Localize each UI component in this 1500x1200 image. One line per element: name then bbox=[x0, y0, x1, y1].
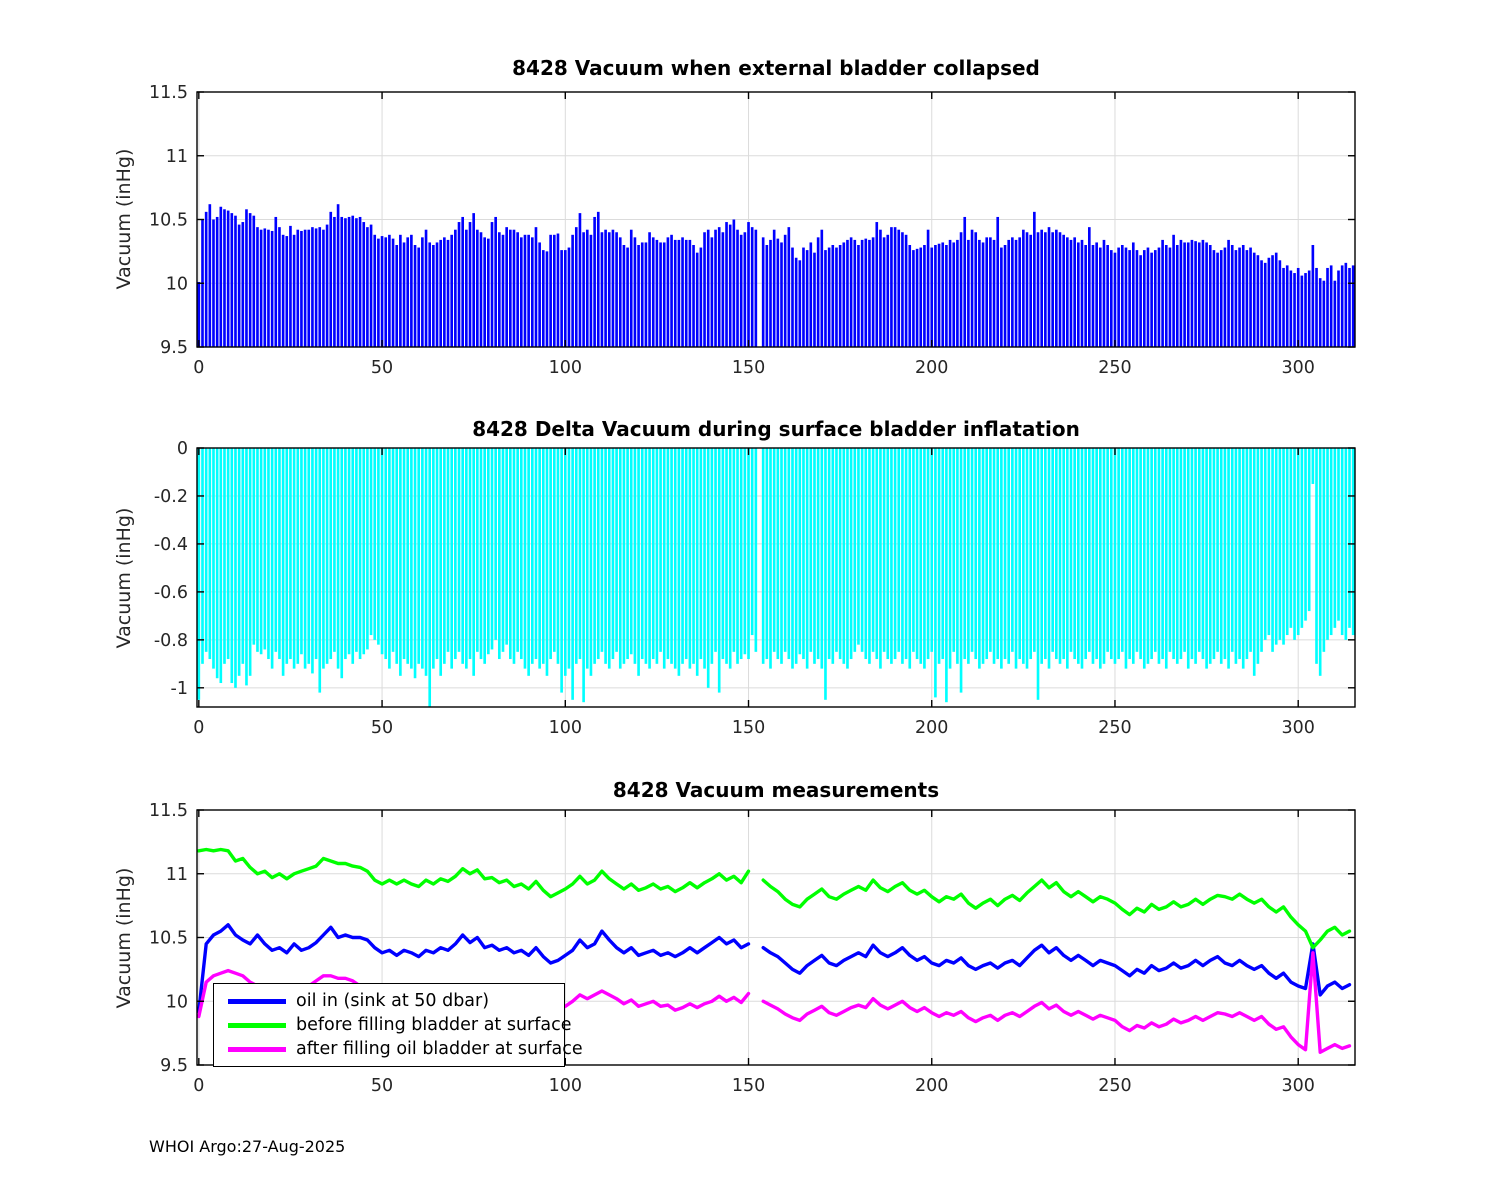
x-tick-label: 300 bbox=[1281, 1076, 1314, 1096]
y-tick-label: 9.5 bbox=[160, 1056, 188, 1076]
x-tick-label: 250 bbox=[1098, 1076, 1131, 1096]
x-tick-label: 200 bbox=[915, 358, 948, 378]
y-tick-label: -0.4 bbox=[154, 535, 188, 555]
y-tick-label: 11.5 bbox=[149, 83, 188, 103]
x-tick-label: 0 bbox=[193, 718, 204, 738]
x-tick-label: 200 bbox=[915, 718, 948, 738]
y-tick-label: 10 bbox=[166, 274, 188, 294]
axes-box bbox=[196, 447, 1356, 708]
plot1-ylabel: Vacuum (inHg) bbox=[113, 148, 135, 290]
y-tick-label: 11.5 bbox=[149, 801, 188, 821]
y-tick-label: -0.8 bbox=[154, 631, 188, 651]
x-tick-label: 300 bbox=[1281, 358, 1314, 378]
legend-label: oil in (sink at 50 dbar) bbox=[296, 991, 490, 1011]
plot2-title: 8428 Delta Vacuum during surface bladder… bbox=[472, 417, 1080, 441]
y-tick-label: -0.2 bbox=[154, 487, 188, 507]
legend-label: before filling bladder at surface bbox=[296, 1015, 572, 1035]
x-tick-label: 100 bbox=[549, 1076, 582, 1096]
x-tick-label: 150 bbox=[732, 718, 765, 738]
x-tick-label: 100 bbox=[549, 718, 582, 738]
bar-series bbox=[197, 448, 1355, 707]
y-tick-label: 10.5 bbox=[149, 211, 188, 231]
legend-line-green-icon bbox=[228, 1022, 286, 1028]
y-tick-label: 11 bbox=[166, 865, 188, 885]
plot-1: 0 50 100 150 200 250 300 9.5 10 10.5 11 11.5 bbox=[149, 83, 1356, 378]
y-tick-label: 0 bbox=[177, 439, 188, 459]
bar-series bbox=[197, 204, 1355, 348]
y-tick-label: -1 bbox=[171, 679, 188, 699]
plot-2: 0 50 100 150 200 250 300 -1 -0.8 -0.6 -0.4 -0.2 0 bbox=[154, 439, 1356, 738]
y-tick-label: 11 bbox=[166, 147, 188, 167]
y-tick-label: 10 bbox=[166, 992, 188, 1012]
x-tick-label: 300 bbox=[1281, 718, 1314, 738]
legend-item-oil-in: oil in (sink at 50 dbar) bbox=[228, 991, 564, 1011]
plot1-title: 8428 Vacuum when external bladder collap… bbox=[512, 56, 1040, 80]
legend-label: after filling oil bladder at surface bbox=[296, 1039, 583, 1059]
x-tick-label: 0 bbox=[193, 358, 204, 378]
plot3-title: 8428 Vacuum measurements bbox=[612, 778, 940, 802]
x-tick-label: 150 bbox=[732, 1076, 765, 1096]
legend-item-after-filling: after filling oil bladder at surface bbox=[228, 1039, 583, 1059]
x-tick-label: 200 bbox=[915, 1076, 948, 1096]
y-tick-label: -0.6 bbox=[154, 583, 188, 603]
x-tick-label: 50 bbox=[371, 1076, 393, 1096]
footer-text: WHOI Argo:27-Aug-2025 bbox=[149, 1137, 346, 1156]
x-tick-label: 50 bbox=[371, 358, 393, 378]
x-tick-label: 0 bbox=[193, 1076, 204, 1096]
x-tick-label: 100 bbox=[549, 358, 582, 378]
y-tick-label: 9.5 bbox=[160, 338, 188, 358]
line-series-0 bbox=[197, 923, 1352, 1014]
legend-line-magenta-icon bbox=[228, 1046, 286, 1052]
legend-item-before-filling: before filling bladder at surface bbox=[228, 1015, 572, 1035]
line-series-1 bbox=[197, 847, 1352, 950]
legend-line-blue-icon bbox=[228, 998, 286, 1004]
x-tick-label: 250 bbox=[1098, 358, 1131, 378]
x-tick-label: 50 bbox=[371, 718, 393, 738]
y-tick-label: 10.5 bbox=[149, 929, 188, 949]
x-tick-label: 250 bbox=[1098, 718, 1131, 738]
plot2-ylabel: Vacuum (inHg) bbox=[113, 507, 135, 649]
legend: oil in (sink at 50 dbar) before filling … bbox=[213, 983, 583, 1067]
plot3-ylabel: Vacuum (inHg) bbox=[113, 867, 135, 1009]
plot-3: 0 50 100 150 200 250 300 9.5 10 10.5 11 11.5 bbox=[149, 801, 1356, 1096]
x-tick-label: 150 bbox=[732, 358, 765, 378]
